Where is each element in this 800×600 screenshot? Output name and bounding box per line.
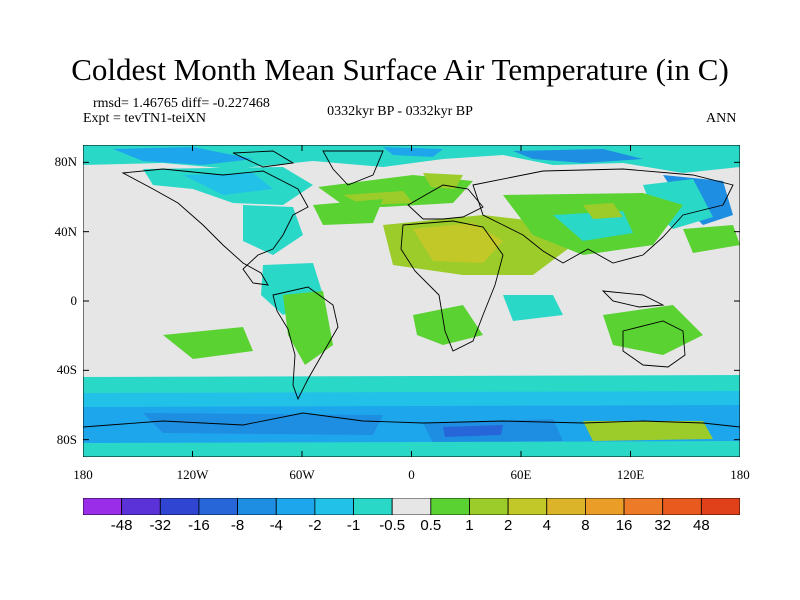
colorbar-swatch [662,498,702,515]
colorbar-swatch [546,498,586,515]
colorbar-label: -48 [110,517,133,534]
lat-tick-label: 40N [54,223,77,239]
colorbar-label: 4 [542,517,551,534]
colorbar-label: -1 [346,517,361,534]
lon-tick-label: 120W [176,467,209,482]
season-label: ANN [706,111,737,126]
experiment-label: Expt = tevTN1-teiXN [83,111,206,126]
colorbar-label: 8 [581,517,590,534]
lat-tick-label: 80N [54,154,77,170]
colorbar-label: 48 [693,517,710,534]
colorbar-swatch [159,498,200,515]
coastlines [83,150,740,428]
lat-tick-label: 0 [70,293,78,308]
colorbar-swatch [469,498,509,515]
colorbar-label: -4 [269,517,283,534]
world-map [83,145,740,457]
lat-tick-label: 80S [56,431,77,447]
colorbar-swatch [198,498,238,515]
lon-tick-label: 60E [510,467,532,482]
colorbar-swatch [585,498,625,515]
colorbar [83,498,740,515]
longitude-ticks [83,145,740,457]
anomaly-fills [83,145,740,457]
colorbar-swatch [237,498,277,515]
colorbar-swatch [623,498,664,515]
colorbar-label: 1 [465,517,474,534]
lon-tick-label: 180 [730,467,750,482]
lon-tick-label: 0 [408,467,415,482]
colorbar-label: 2 [503,517,513,534]
latitude-ticks [83,161,740,441]
lat-tick-label: 40S [56,362,77,378]
chart-title: Coldest Month Mean Surface Air Temperatu… [71,52,729,87]
colorbar-swatch [507,498,548,515]
lon-tick-label: 60W [289,467,315,482]
colorbar-label: -8 [230,517,245,534]
colorbar-label: 0.5 [420,517,442,534]
lon-tick-label: 120E [616,467,645,482]
colorbar-label: 32 [654,517,672,534]
colorbar-swatch [430,498,470,515]
colorbar-swatch [121,498,161,515]
period-label: 0332kyr BP - 0332kyr BP [327,104,473,119]
colorbar-label: -16 [188,517,210,534]
colorbar-swatch [391,498,432,515]
colorbar-label: -2 [308,517,322,534]
colorbar-label: -32 [149,517,172,534]
colorbar-swatch [314,498,354,515]
colorbar-swatch [353,498,393,515]
colorbar-swatch [700,498,740,515]
colorbar-swatch [83,498,123,515]
rmsd-diff-label: rmsd= 1.46765 diff= -0.227468 [93,96,270,111]
colorbar-swatch [275,498,316,515]
colorbar-label: -0.5 [379,517,406,534]
colorbar-label: 16 [615,517,633,534]
lon-tick-label: 180 [73,467,93,482]
